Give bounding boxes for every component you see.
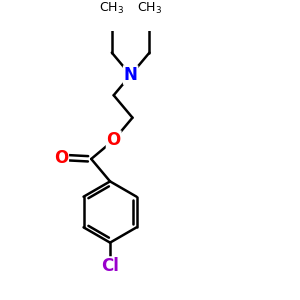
Text: CH$_3$: CH$_3$ (137, 1, 162, 16)
Text: CH$_3$: CH$_3$ (99, 1, 124, 16)
Text: N: N (124, 66, 138, 84)
Text: O: O (106, 131, 121, 149)
Text: Cl: Cl (101, 257, 119, 275)
Text: O: O (54, 148, 68, 166)
